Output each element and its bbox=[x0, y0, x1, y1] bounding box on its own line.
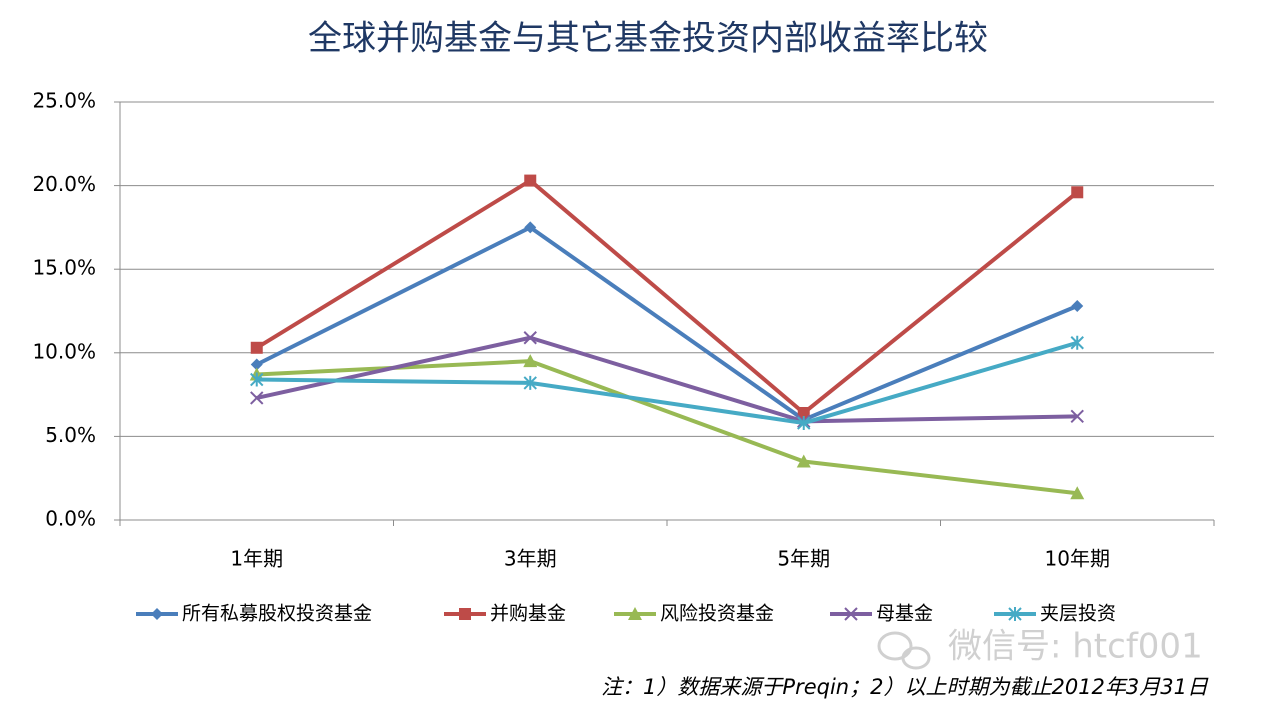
y-tick-label: 20.0% bbox=[32, 172, 96, 196]
legend-label: 所有私募股权投资基金 bbox=[182, 603, 372, 625]
series-line bbox=[256, 335, 1078, 424]
legend-item: 所有私募股权投资基金 bbox=[136, 603, 372, 625]
marker bbox=[250, 341, 263, 354]
marker bbox=[250, 372, 264, 387]
marker bbox=[628, 607, 642, 620]
marker bbox=[1070, 486, 1085, 500]
marker bbox=[797, 406, 810, 419]
series-line bbox=[256, 340, 1078, 426]
marker bbox=[844, 607, 858, 621]
x-tick-label: 10年期 bbox=[1045, 547, 1110, 571]
series-line bbox=[255, 178, 1079, 415]
marker bbox=[1071, 186, 1084, 199]
marker bbox=[1008, 607, 1022, 621]
marker bbox=[523, 375, 537, 390]
watermark: 微信号: htcf001 bbox=[948, 627, 1203, 667]
legend-label: 风险投资基金 bbox=[660, 603, 774, 625]
marker bbox=[151, 608, 163, 620]
legend-item: 风险投资基金 bbox=[614, 603, 774, 625]
marker bbox=[1071, 299, 1084, 312]
legend-label: 母基金 bbox=[876, 603, 933, 625]
marker bbox=[524, 221, 537, 234]
x-tick-label: 1年期 bbox=[230, 547, 283, 571]
watermark-icon bbox=[877, 631, 931, 670]
y-tick-label: 0.0% bbox=[45, 507, 96, 531]
x-tick-label: 5年期 bbox=[777, 547, 830, 571]
legend-item: 并购基金 bbox=[444, 603, 566, 625]
legend-label: 夹层投资 bbox=[1040, 603, 1116, 625]
marker bbox=[796, 454, 811, 468]
marker bbox=[797, 416, 811, 431]
series-line bbox=[255, 225, 1079, 422]
x-tick-label: 3年期 bbox=[504, 547, 557, 571]
marker bbox=[250, 391, 264, 405]
marker bbox=[523, 331, 537, 345]
legend-item: 母基金 bbox=[830, 603, 933, 625]
chart-title: 全球并购基金与其它基金投资内部收益率比较 bbox=[308, 19, 988, 59]
marker bbox=[523, 354, 538, 368]
legend-label: 并购基金 bbox=[490, 603, 566, 625]
marker bbox=[250, 358, 263, 371]
marker bbox=[459, 608, 471, 620]
legend-item: 夹层投资 bbox=[994, 603, 1116, 625]
note: 注：1）数据来源于Preqin；2）以上时期为截止2012年3月31日 bbox=[601, 675, 1209, 699]
marker bbox=[1070, 335, 1084, 350]
y-tick-label: 5.0% bbox=[45, 423, 96, 447]
marker bbox=[524, 174, 537, 187]
marker bbox=[1070, 409, 1084, 424]
y-tick-label: 15.0% bbox=[32, 256, 96, 280]
y-tick-label: 10.0% bbox=[32, 339, 96, 363]
y-tick-label: 25.0% bbox=[32, 89, 96, 113]
